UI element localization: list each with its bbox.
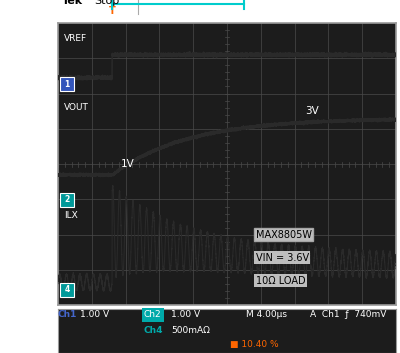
Text: Stop: Stop bbox=[94, 0, 119, 6]
Text: M 4.00µs: M 4.00µs bbox=[246, 311, 287, 319]
FancyBboxPatch shape bbox=[60, 193, 74, 207]
Text: 2: 2 bbox=[64, 195, 70, 204]
Text: Ch2: Ch2 bbox=[144, 311, 162, 319]
Text: Ch1: Ch1 bbox=[58, 311, 77, 319]
Text: 1: 1 bbox=[64, 79, 70, 89]
FancyBboxPatch shape bbox=[60, 283, 74, 297]
Text: 1.00 V: 1.00 V bbox=[80, 311, 109, 319]
Text: 1.00 V: 1.00 V bbox=[171, 311, 200, 319]
Text: A  Ch1  ƒ  740mV: A Ch1 ƒ 740mV bbox=[310, 311, 386, 319]
Text: VIN = 3.6V: VIN = 3.6V bbox=[256, 253, 309, 263]
Text: VOUT: VOUT bbox=[64, 103, 89, 112]
Text: MAX8805W: MAX8805W bbox=[256, 230, 312, 240]
Text: T: T bbox=[109, 6, 116, 16]
Text: 1V: 1V bbox=[120, 159, 134, 169]
Text: 10Ω LOAD: 10Ω LOAD bbox=[256, 276, 305, 286]
FancyBboxPatch shape bbox=[60, 77, 74, 91]
Text: Tek: Tek bbox=[62, 0, 83, 6]
Text: VREF: VREF bbox=[64, 34, 87, 43]
Text: ■ 10.40 %: ■ 10.40 % bbox=[230, 341, 279, 349]
Text: 3V: 3V bbox=[305, 106, 318, 116]
Text: ILX: ILX bbox=[64, 211, 78, 220]
Text: 4: 4 bbox=[64, 285, 70, 294]
Text: Ch4: Ch4 bbox=[144, 326, 164, 335]
Text: 500mAΩ: 500mAΩ bbox=[171, 326, 210, 335]
